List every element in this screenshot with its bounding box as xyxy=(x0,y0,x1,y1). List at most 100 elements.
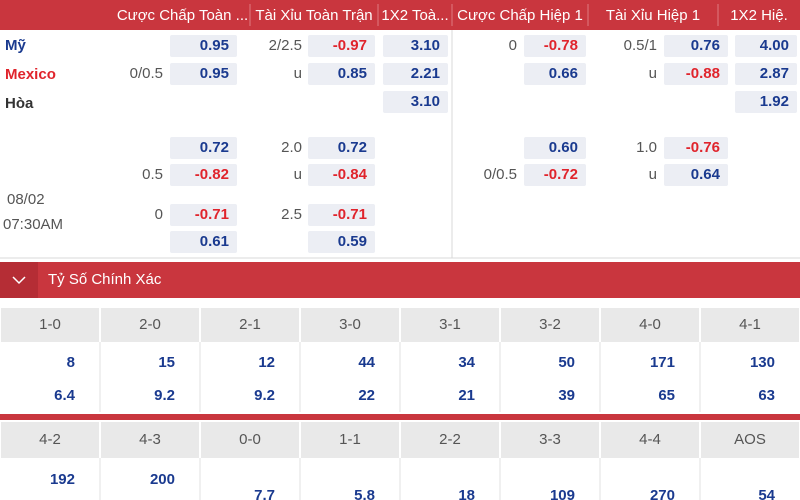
odds-value[interactable]: -0.82 xyxy=(195,166,229,183)
handicap-line: u xyxy=(294,65,302,82)
score-odds[interactable]: 15 xyxy=(158,354,175,371)
odds-box[interactable] xyxy=(170,231,237,253)
odds-box[interactable] xyxy=(170,204,237,226)
odds-box[interactable] xyxy=(383,35,448,57)
team-name: Mỹ xyxy=(5,37,26,54)
collapse-button[interactable] xyxy=(0,262,38,298)
odds-box[interactable] xyxy=(735,35,797,57)
odds-value[interactable]: -0.97 xyxy=(333,37,367,54)
odds-box[interactable] xyxy=(524,63,586,85)
section-bar[interactable] xyxy=(0,262,800,298)
odds-box[interactable] xyxy=(308,231,375,253)
score-odds[interactable]: 109 xyxy=(550,487,575,500)
odds-value[interactable]: 0.60 xyxy=(549,139,578,156)
odds-value[interactable]: 0.72 xyxy=(200,139,229,156)
score-odds[interactable]: 50 xyxy=(558,354,575,371)
column-header: Cược Chấp Hiệp 1 xyxy=(457,7,583,24)
score-odds[interactable]: 171 xyxy=(650,354,675,371)
odds-value[interactable]: -0.71 xyxy=(195,206,229,223)
match-time: 07:30AM xyxy=(3,216,63,233)
score-odds[interactable]: 21 xyxy=(458,387,475,404)
score-label: AOS xyxy=(734,431,766,448)
odds-value[interactable]: 4.00 xyxy=(760,37,789,54)
odds-box[interactable] xyxy=(170,164,237,186)
odds-value[interactable]: 3.10 xyxy=(411,93,440,110)
odds-value[interactable]: -0.78 xyxy=(544,37,578,54)
score-odds[interactable]: 7.7 xyxy=(254,487,275,500)
handicap-line: 0 xyxy=(155,206,163,223)
score-label: 3-1 xyxy=(439,316,461,333)
odds-value[interactable]: 0.59 xyxy=(338,233,367,250)
odds-box[interactable] xyxy=(308,137,375,159)
odds-box[interactable] xyxy=(170,35,237,57)
odds-box[interactable] xyxy=(308,204,375,226)
score-odds[interactable]: 130 xyxy=(750,354,775,371)
odds-value[interactable]: -0.72 xyxy=(544,166,578,183)
score-odds[interactable]: 63 xyxy=(758,387,775,404)
odds-value[interactable]: -0.88 xyxy=(686,65,720,82)
odds-box[interactable] xyxy=(383,91,448,113)
score-odds[interactable]: 9.2 xyxy=(154,387,175,404)
score-odds[interactable]: 270 xyxy=(650,487,675,500)
score-odds[interactable]: 34 xyxy=(458,354,475,371)
odds-value[interactable]: 0.72 xyxy=(338,139,367,156)
odds-box[interactable] xyxy=(735,63,797,85)
odds-box[interactable] xyxy=(170,63,237,85)
handicap-line: 0 xyxy=(509,37,517,54)
score-odds[interactable]: 6.4 xyxy=(54,387,76,404)
score-header xyxy=(301,422,399,458)
odds-box[interactable] xyxy=(524,35,586,57)
odds-box[interactable] xyxy=(664,35,728,57)
score-odds[interactable]: 22 xyxy=(358,387,375,404)
odds-value[interactable]: 0.85 xyxy=(338,65,367,82)
odds-value[interactable]: 0.76 xyxy=(691,37,720,54)
score-label: 3-0 xyxy=(339,316,361,333)
odds-value[interactable]: 0.95 xyxy=(200,65,229,82)
score-odds[interactable]: 39 xyxy=(558,387,575,404)
odds-value[interactable]: -0.76 xyxy=(686,139,720,156)
odds-value[interactable]: -0.84 xyxy=(333,166,368,183)
score-odds[interactable]: 5.8 xyxy=(354,487,375,500)
score-label: 4-2 xyxy=(39,431,61,448)
score-odds[interactable]: 65 xyxy=(658,387,675,404)
odds-box[interactable] xyxy=(524,137,586,159)
odds-box[interactable] xyxy=(664,137,728,159)
score-label: 2-1 xyxy=(239,316,261,333)
score-odds[interactable]: 54 xyxy=(758,487,775,500)
odds-value[interactable]: 2.87 xyxy=(760,65,789,82)
odds-value[interactable]: 0.66 xyxy=(549,65,578,82)
score-header xyxy=(701,422,799,458)
odds-value[interactable]: 1.92 xyxy=(760,93,789,110)
odds-value[interactable]: 2.21 xyxy=(411,65,440,82)
handicap-line: 2/2.5 xyxy=(269,37,302,54)
score-odds[interactable]: 200 xyxy=(150,471,175,488)
odds-value[interactable]: 0.61 xyxy=(200,233,229,250)
score-header xyxy=(1,308,99,342)
score-label: 2-2 xyxy=(439,431,461,448)
odds-value[interactable]: 0.95 xyxy=(200,37,229,54)
handicap-line: 1.0 xyxy=(636,139,657,156)
score-header xyxy=(401,308,499,342)
score-odds[interactable]: 192 xyxy=(50,471,75,488)
column-header: Tài Xỉu Toàn Trận xyxy=(255,7,372,24)
odds-box[interactable] xyxy=(735,91,797,113)
score-odds[interactable]: 9.2 xyxy=(254,387,275,404)
odds-box[interactable] xyxy=(170,137,237,159)
odds-value[interactable]: 0.64 xyxy=(691,166,721,183)
odds-box[interactable] xyxy=(308,63,375,85)
odds-box[interactable] xyxy=(308,164,375,186)
score-odds[interactable]: 8 xyxy=(67,354,75,371)
score-odds[interactable]: 12 xyxy=(258,354,275,371)
odds-box[interactable] xyxy=(383,63,448,85)
odds-box[interactable] xyxy=(664,164,728,186)
odds-box[interactable] xyxy=(524,164,586,186)
score-header xyxy=(501,308,599,342)
odds-box[interactable] xyxy=(308,35,375,57)
score-odds[interactable]: 44 xyxy=(358,354,375,371)
odds-value[interactable]: -0.71 xyxy=(333,206,367,223)
odds-box[interactable] xyxy=(664,63,728,85)
column-header: 1X2 Hiệ. xyxy=(730,7,788,24)
score-label: 1-1 xyxy=(339,431,361,448)
score-odds[interactable]: 18 xyxy=(458,487,475,500)
odds-value[interactable]: 3.10 xyxy=(411,37,440,54)
